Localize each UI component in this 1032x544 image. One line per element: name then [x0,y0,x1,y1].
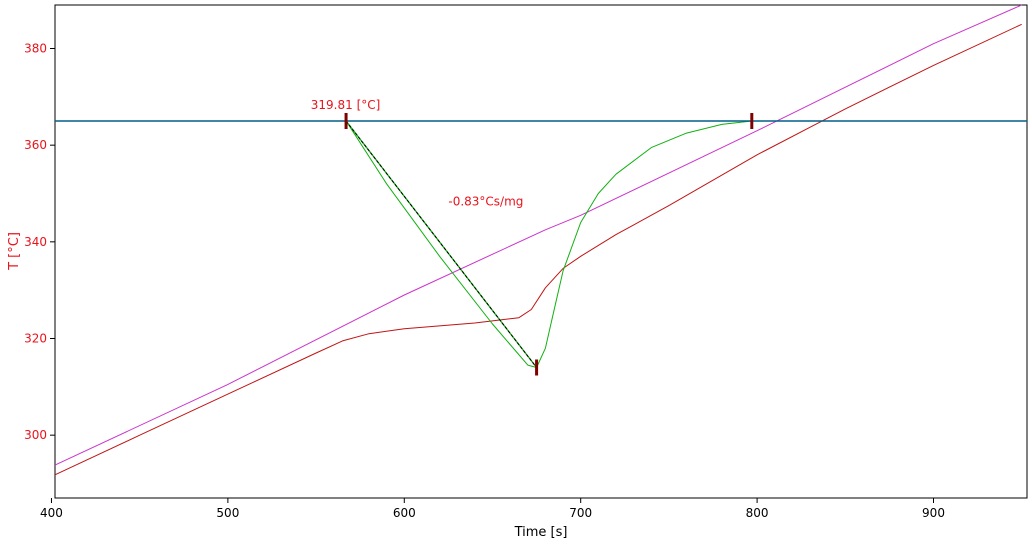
annotations-layer: 319.81 [°C] -0.83°Cs/mg [311,98,524,209]
y-tick-label: 320 [24,332,47,346]
annotation-label: 319.81 [°C] [311,98,381,112]
markers-layer [344,113,754,376]
x-tick-label: 900 [922,506,945,520]
y-axis-title: T [°C] [7,232,22,271]
cursor-marker[interactable] [750,113,754,129]
cursor-marker[interactable] [535,359,539,376]
green-peak-curve-line [345,120,752,368]
x-tick-label: 400 [40,506,63,520]
y-tick-label: 300 [24,428,47,442]
red-sample-temperature-line [54,23,1022,476]
series-layer [54,4,1027,476]
x-axis-ticks: 400 500 600 700 800 900 [40,498,945,520]
magenta-temperature-line [54,4,1022,466]
plot-area [54,4,1028,499]
cursor-marker[interactable] [344,113,348,129]
annotation-label: -0.83°Cs/mg [448,195,523,209]
x-tick-label: 800 [746,506,769,520]
y-axis-ticks: 300 320 340 360 380 [24,42,55,442]
y-tick-label: 380 [24,42,47,56]
x-tick-label: 600 [393,506,416,520]
tangent-line [345,120,537,368]
y-tick-label: 360 [24,138,47,152]
x-tick-label: 700 [569,506,592,520]
x-tick-label: 500 [216,506,239,520]
y-tick-label: 340 [24,235,47,249]
x-axis-title: Time [s] [514,525,568,540]
